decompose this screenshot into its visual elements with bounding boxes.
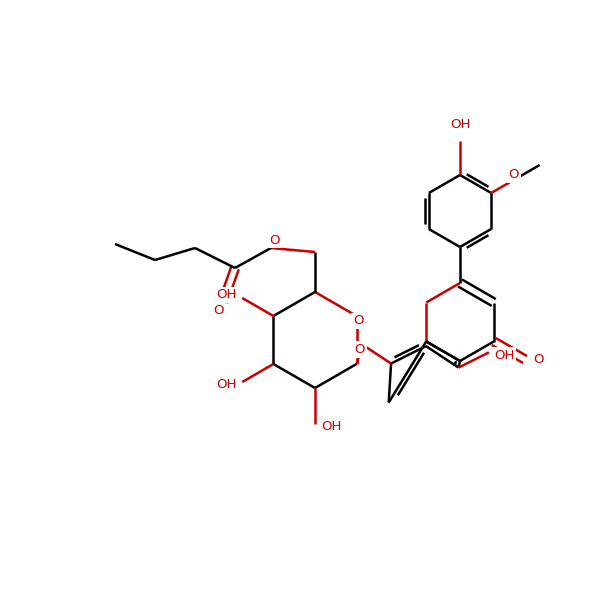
Text: OH: OH xyxy=(321,421,341,433)
Text: OH: OH xyxy=(216,289,236,301)
Text: O: O xyxy=(213,304,223,317)
Text: O: O xyxy=(509,169,519,181)
Text: OH: OH xyxy=(450,118,470,131)
Text: O: O xyxy=(355,343,365,356)
Text: O: O xyxy=(353,314,364,328)
Text: OH: OH xyxy=(216,379,236,391)
Text: OH: OH xyxy=(494,349,514,362)
Text: O: O xyxy=(269,233,279,247)
Text: O: O xyxy=(533,353,544,366)
